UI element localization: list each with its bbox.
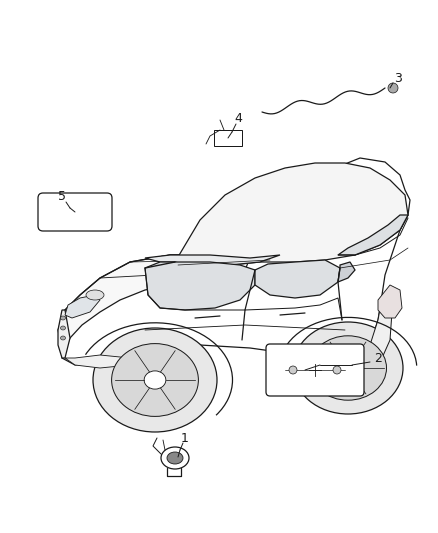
FancyBboxPatch shape (214, 130, 242, 146)
Ellipse shape (60, 336, 66, 340)
Ellipse shape (293, 322, 403, 414)
Polygon shape (340, 295, 392, 368)
FancyBboxPatch shape (266, 344, 364, 396)
Ellipse shape (60, 316, 66, 320)
Polygon shape (338, 215, 408, 255)
Ellipse shape (86, 290, 104, 300)
Polygon shape (58, 158, 410, 365)
Polygon shape (65, 295, 100, 318)
Ellipse shape (144, 371, 166, 389)
Polygon shape (62, 255, 250, 350)
Text: 3: 3 (394, 71, 402, 85)
Text: 5: 5 (58, 190, 66, 203)
Ellipse shape (167, 452, 183, 464)
Polygon shape (175, 163, 408, 268)
Circle shape (289, 366, 297, 374)
Polygon shape (65, 355, 130, 368)
Polygon shape (145, 255, 280, 268)
Ellipse shape (310, 336, 386, 400)
Ellipse shape (161, 447, 189, 469)
Circle shape (388, 83, 398, 93)
Polygon shape (378, 285, 402, 318)
Polygon shape (255, 260, 340, 298)
Text: 1: 1 (181, 432, 189, 445)
Text: 4: 4 (234, 111, 242, 125)
Ellipse shape (93, 328, 217, 432)
Ellipse shape (60, 326, 66, 330)
Ellipse shape (112, 344, 198, 416)
Ellipse shape (339, 360, 357, 376)
FancyBboxPatch shape (38, 193, 112, 231)
Polygon shape (145, 262, 255, 310)
Text: 2: 2 (374, 351, 382, 365)
Polygon shape (58, 310, 70, 358)
Polygon shape (338, 262, 355, 282)
Circle shape (333, 366, 341, 374)
